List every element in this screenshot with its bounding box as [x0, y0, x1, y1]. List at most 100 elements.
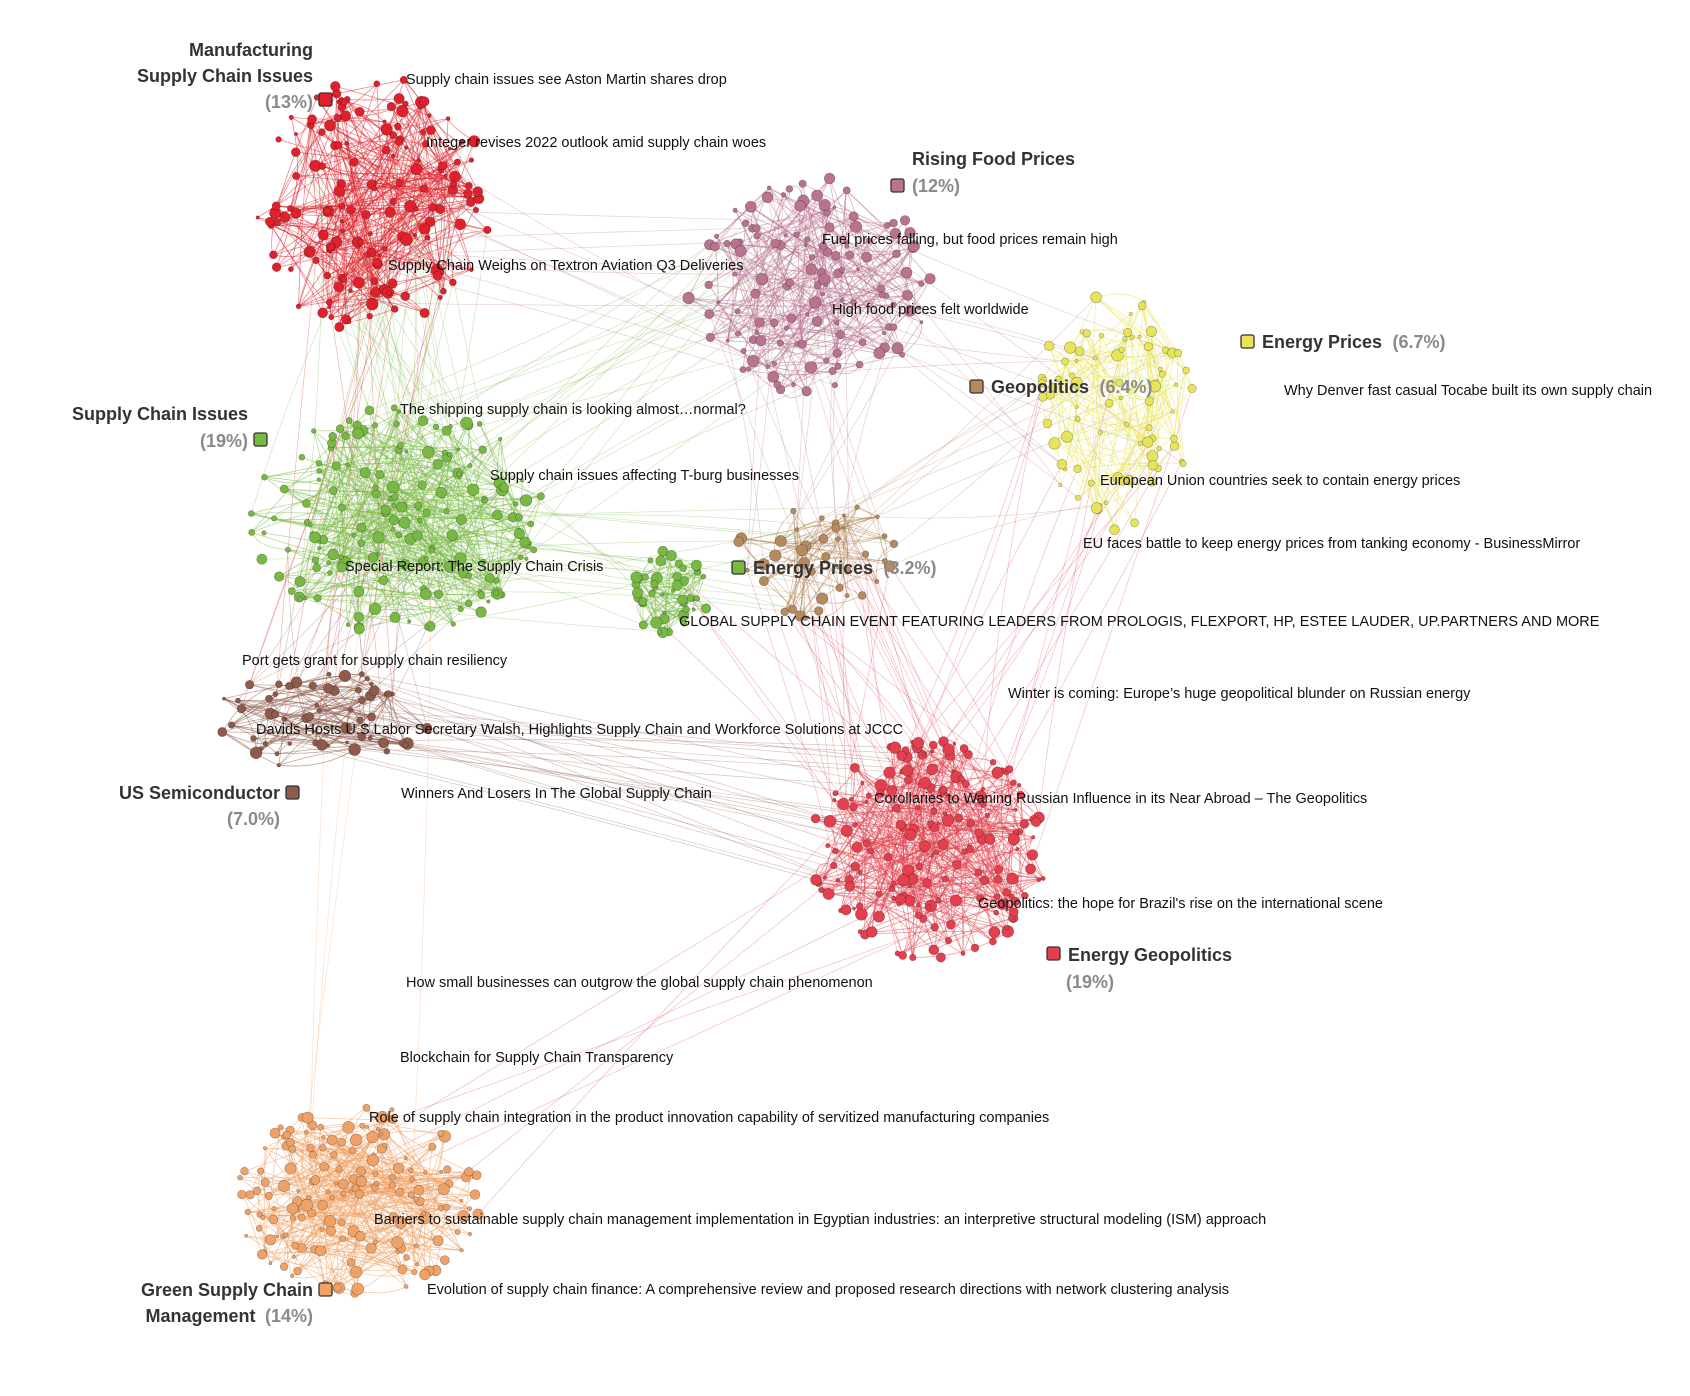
network-node	[383, 747, 391, 755]
network-node	[835, 329, 845, 339]
network-edge	[221, 683, 280, 733]
network-node	[677, 594, 688, 605]
network-node	[315, 1245, 327, 1257]
network-edge	[742, 272, 907, 370]
network-edge	[405, 744, 1014, 913]
network-node	[294, 575, 306, 587]
network-edge	[772, 302, 816, 378]
network-edge	[318, 678, 368, 711]
network-edge	[345, 435, 531, 525]
network-node	[244, 1234, 249, 1238]
network-node	[492, 509, 503, 521]
network-node	[307, 522, 313, 528]
network-edge	[871, 903, 1002, 933]
network-edge	[1086, 333, 1110, 404]
network-edge	[524, 541, 793, 610]
network-node	[881, 330, 886, 335]
network-edge	[249, 684, 831, 822]
network-node	[279, 484, 289, 494]
network-node	[925, 904, 932, 910]
network-node	[364, 405, 375, 416]
cluster-title: Geopolitics (6.4%)	[991, 377, 1152, 397]
network-node	[413, 1184, 424, 1196]
network-node	[861, 251, 872, 263]
article-label: Supply chain issues see Aston Martin sha…	[406, 72, 727, 88]
network-edge	[851, 798, 981, 899]
network-node	[294, 132, 298, 136]
network-edge	[393, 143, 426, 506]
network-node	[377, 737, 389, 749]
network-node	[1123, 421, 1130, 428]
network-edge	[316, 704, 428, 729]
network-edge	[815, 782, 863, 881]
article-label: Winter is coming: Europe’s huge geopolit…	[1008, 686, 1471, 702]
network-node	[419, 96, 430, 107]
network-node	[914, 804, 921, 811]
network-node	[447, 451, 453, 458]
network-node	[340, 1190, 347, 1197]
network-node	[432, 423, 440, 431]
network-node	[348, 743, 361, 756]
network-edge	[256, 742, 384, 754]
network-node	[367, 712, 376, 722]
network-node	[401, 741, 409, 749]
network-edge	[755, 293, 838, 324]
network-node	[513, 501, 519, 507]
network-edge	[445, 438, 501, 512]
network-node	[790, 507, 797, 515]
network-node	[335, 1165, 343, 1173]
network-node	[850, 299, 858, 306]
network-edge	[343, 175, 447, 280]
network-edge	[908, 396, 1044, 781]
network-edge	[865, 554, 1015, 913]
network-node	[897, 874, 910, 887]
network-node	[824, 222, 835, 233]
network-node	[244, 1208, 251, 1215]
network-node	[862, 839, 871, 848]
network-edge	[901, 322, 923, 356]
network-node	[783, 233, 788, 238]
network-edge	[854, 824, 937, 853]
network-node	[819, 515, 825, 521]
network-node	[464, 1166, 474, 1177]
network-node	[351, 1184, 360, 1193]
cluster-labels: Manufacturing Supply Chain Issues (13%) …	[72, 40, 1446, 1326]
network-node	[937, 839, 949, 850]
network-node	[359, 467, 371, 479]
network-node	[338, 669, 352, 683]
network-node	[358, 671, 365, 678]
network-node	[352, 276, 365, 289]
network-node	[808, 254, 815, 261]
network-node	[442, 1203, 451, 1212]
network-node	[421, 722, 433, 734]
network-edge	[265, 1176, 393, 1183]
network-node	[1182, 366, 1190, 374]
network-edge	[347, 98, 400, 101]
network-edge	[287, 549, 307, 719]
network-node	[457, 605, 464, 613]
network-node	[237, 1189, 247, 1200]
network-edge	[533, 294, 883, 551]
network-edge	[727, 187, 770, 341]
network-edge	[460, 223, 768, 368]
network-edge	[880, 754, 969, 786]
network-node	[428, 203, 437, 212]
network-node	[357, 238, 365, 246]
network-node	[372, 531, 385, 544]
network-edge	[249, 1154, 374, 1196]
network-edge	[684, 580, 903, 772]
network-node	[904, 227, 916, 239]
network-edge	[767, 197, 818, 286]
network-edge	[837, 515, 846, 568]
network-node	[378, 1131, 384, 1137]
network-node	[484, 573, 495, 583]
network-edge	[299, 596, 669, 633]
network-edge	[237, 700, 951, 756]
network-node	[432, 1235, 444, 1247]
network-node	[345, 417, 353, 424]
network-node	[319, 1161, 329, 1172]
network-node	[793, 231, 800, 238]
network-node	[930, 807, 938, 815]
network-edge	[756, 212, 828, 237]
network-node	[311, 428, 317, 434]
